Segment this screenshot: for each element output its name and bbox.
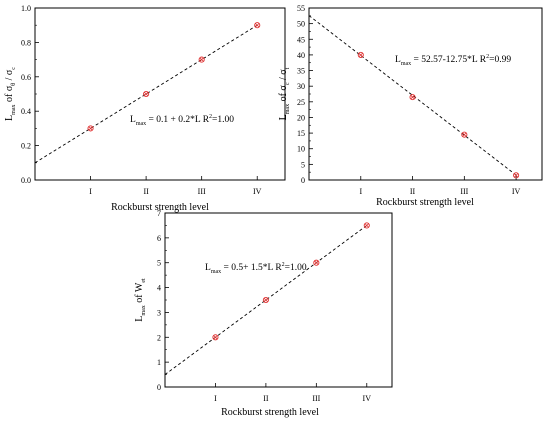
y-tick-label: 0.8 <box>21 38 31 47</box>
data-point <box>254 22 261 29</box>
y-tick-label: 1.0 <box>21 4 31 13</box>
data-point-marker <box>87 125 94 132</box>
y-axis-label: Lmax of Wet <box>134 278 147 322</box>
data-point-cross <box>255 23 260 28</box>
fit-equation: Lmax = 52.57-12.75*L R2=0.99 <box>395 54 511 67</box>
x-tick-label: III <box>312 394 320 403</box>
plot-frame <box>308 7 543 181</box>
y-axis-label: Lmax of σc / σt <box>278 67 291 120</box>
y-tick-label: 30 <box>297 82 305 91</box>
y-tick-label: 0.2 <box>21 142 31 151</box>
data-point-cross <box>314 260 319 265</box>
y-tick-label: 5 <box>301 160 305 169</box>
data-point-marker <box>363 222 370 229</box>
x-tick-label: II <box>410 187 416 196</box>
data-point <box>262 296 269 304</box>
x-tick-label: III <box>460 187 468 196</box>
fit-equation: Lmax = 0.5+ 1.5*L R2=1.00 <box>205 262 307 275</box>
x-tick-label: II <box>263 394 269 403</box>
data-point-cross <box>514 173 519 178</box>
y-tick-label: 55 <box>297 4 305 13</box>
x-tick-label: I <box>89 187 92 196</box>
data-point <box>513 172 520 179</box>
data-point-cross <box>364 223 369 228</box>
x-axis-label: Rockburst strength level <box>221 407 319 418</box>
y-tick-label: 7 <box>157 209 161 218</box>
x-tick-label: I <box>359 187 362 196</box>
data-point <box>409 94 416 101</box>
y-tick-label: 0 <box>157 383 161 392</box>
y-tick-label: 0.0 <box>21 176 31 185</box>
data-point <box>212 334 219 341</box>
data-point-marker <box>143 90 150 98</box>
y-tick-label: 3 <box>157 308 161 317</box>
data-point <box>143 90 150 98</box>
data-point-cross <box>199 57 204 62</box>
fit-equation: Lmax = 0.1 + 0.2*L R2=1.00 <box>130 114 234 127</box>
y-tick-label: 6 <box>157 234 161 243</box>
y-tick-label: 25 <box>297 98 305 107</box>
data-point-marker <box>313 259 320 266</box>
y-tick-label: 5 <box>157 259 161 268</box>
data-point-marker <box>262 296 269 304</box>
data-point-cross <box>88 126 93 131</box>
data-point <box>198 56 205 63</box>
data-point-marker <box>254 22 261 29</box>
data-point-marker <box>513 172 520 179</box>
x-axis-label: Rockburst strength level <box>111 202 209 213</box>
y-tick-label: 0 <box>301 176 305 185</box>
y-tick-label: 10 <box>297 145 305 154</box>
data-point-cross <box>410 95 415 100</box>
y-tick-label: 0.6 <box>21 73 31 82</box>
y-tick-label: 15 <box>297 129 305 138</box>
data-point-marker <box>198 56 205 63</box>
fit-line <box>164 225 368 375</box>
y-axis-label: Lmax of σθ / σc <box>4 67 17 121</box>
data-point-marker <box>212 334 219 341</box>
data-point-marker <box>461 131 468 138</box>
data-point <box>357 51 364 58</box>
plot-frame <box>34 7 286 181</box>
data-point-cross <box>213 335 218 340</box>
y-tick-label: 40 <box>297 51 305 60</box>
x-tick-label: IV <box>363 394 372 403</box>
y-tick-label: 35 <box>297 67 305 76</box>
data-point-cross <box>263 297 268 303</box>
data-point <box>87 125 94 132</box>
y-tick-label: 50 <box>297 20 305 29</box>
y-tick-label: 45 <box>297 35 305 44</box>
data-point-cross <box>144 91 149 97</box>
x-axis-label: Rockburst strength level <box>376 197 474 208</box>
x-tick-label: III <box>198 187 206 196</box>
plot-frame <box>164 212 393 388</box>
y-tick-label: 20 <box>297 113 305 122</box>
data-point-marker <box>357 51 364 58</box>
y-tick-label: 0.4 <box>21 107 31 116</box>
data-point <box>461 131 468 138</box>
x-tick-label: II <box>143 187 149 196</box>
data-point <box>313 259 320 266</box>
y-tick-label: 4 <box>157 284 161 293</box>
y-tick-label: 1 <box>157 358 161 367</box>
fit-line <box>308 15 517 176</box>
data-point <box>363 222 370 229</box>
x-tick-label: IV <box>253 187 262 196</box>
x-tick-label: I <box>214 394 217 403</box>
y-tick-label: 2 <box>157 333 161 342</box>
data-point-cross <box>462 132 467 137</box>
data-point-cross <box>358 52 363 57</box>
x-tick-label: IV <box>512 187 521 196</box>
data-point-marker <box>409 94 416 101</box>
